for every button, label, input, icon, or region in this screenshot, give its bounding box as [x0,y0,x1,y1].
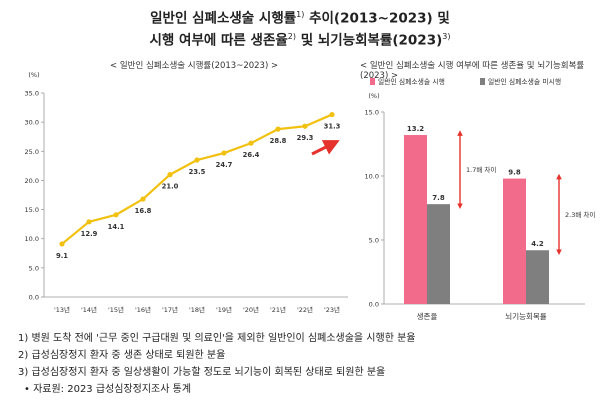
line-data-point [113,212,119,218]
line-chart-subtitle: < 일반인 심폐소생술 시행률(2013~2023) > [110,61,279,71]
line-data-label: 9.1 [56,252,68,260]
bar-chart-y-tick-label: 15.0 [365,109,379,117]
line-series [61,113,333,245]
bar-chart-subtitle: < 일반인 심폐소생술 시행 여부에 따른 생존율 및 뇌기능회복률(2023)… [360,61,585,81]
bar [503,178,526,304]
footnote-2: 2) 급성심장정지 환자 중 생존 상태로 퇴원한 분율 [18,350,226,361]
line-data-label: 24.7 [216,161,233,169]
line-data-label: 31.3 [324,123,341,131]
line-data-label: 21.0 [162,183,179,191]
line-data-label: 12.9 [81,230,98,238]
trend-arrow-icon [311,140,340,156]
line-data-label: 16.8 [135,207,152,215]
footnote-3: 3) 급성심장정지 환자 중 일상생활이 가능할 정도로 뇌기능이 회복된 상태… [18,367,386,378]
bar-category-label: 뇌기능회복률 [505,312,546,321]
bar-data-label: 9.8 [508,169,521,177]
line-data-label: 26.4 [243,151,260,159]
bar [404,135,427,304]
line-chart-x-tick-label: '13년 [54,305,70,314]
bar-chart-y-tick-label: 10.0 [365,173,379,181]
line-data-point [59,241,65,247]
line-chart-x-tick-label: '20년 [243,305,259,314]
line-chart-x-tick-label: '16년 [135,305,151,314]
line-data-point [248,140,254,146]
ratio-annotation: 1.7배 차이 [466,165,496,174]
legend-label: 일반인 심폐소생술 미시행 [488,77,561,86]
bar [427,204,450,304]
bar-chart-y-tick-label: 5.0 [369,237,379,245]
line-data-point [194,157,200,163]
chart-title-line2: 시행 여부에 따른 생존율2) 및 뇌기능회복률(2023)3) [149,32,451,49]
legend-label: 일반인 심폐소생술 시행 [378,77,445,86]
line-data-point [275,126,281,132]
line-chart-x-tick-label: '22년 [297,305,313,314]
line-data-point [167,172,173,178]
line-chart-x-tick-label: '18년 [189,305,205,314]
line-chart-x-tick-label: '21년 [270,305,286,314]
line-chart-y-tick-label: 5.0 [29,264,39,272]
ratio-annotation: 2.3배 차이 [565,210,595,219]
line-chart-y-tick-label: 20.0 [25,177,39,185]
bar-data-label: 7.8 [432,194,445,202]
line-data-point [329,111,335,118]
line-chart-x-tick-label: '19년 [216,305,232,314]
line-chart-y-tick-label: 35.0 [25,90,39,98]
bar-data-label: 4.2 [531,240,544,248]
line-chart-y-tick-label: 25.0 [25,148,39,156]
line-data-label: 29.3 [297,134,314,142]
line-chart-y-tick-label: 0.0 [29,294,39,302]
line-chart-y-tick-label: 15.0 [25,206,39,214]
footnotes: 1) 병원 도착 전에 '근무 중인 구급대원 및 의료인'을 제외한 일반인이… [18,330,416,398]
line-data-point [86,219,92,225]
line-data-point [302,123,308,129]
line-chart-x-tick-label: '14년 [81,305,97,314]
bar [526,250,549,304]
bar-category-label: 생존율 [417,311,438,321]
line-chart-x-tick-label: '23년 [324,305,340,314]
line-data-label: 14.1 [108,223,125,231]
line-data-point [140,196,146,202]
chart-title-line1: 일반인 심폐소생술 시행률1) 추이(2013~2023) 및 [150,10,450,27]
bar-chart-unit: (%) [368,92,379,100]
legend-swatch [370,78,375,85]
data-source: • 자료원: 2023 급성심장정지조사 통계 [24,384,192,395]
bar-data-label: 13.2 [407,125,424,133]
line-data-point [221,150,227,156]
line-chart-y-tick-label: 30.0 [25,119,39,127]
line-chart-x-tick-label: '15년 [108,305,124,314]
line-chart-x-tick-label: '17년 [162,305,178,314]
line-data-label: 28.8 [270,137,287,145]
legend-swatch [480,78,485,85]
footnote-1: 1) 병원 도착 전에 '근무 중인 구급대원 및 의료인'을 제외한 일반인이… [18,333,416,344]
line-chart-unit: (%) [28,71,39,79]
line-chart-y-tick-label: 10.0 [25,235,39,243]
bar-chart-y-tick-label: 0.0 [369,301,379,309]
line-data-label: 23.5 [189,168,206,176]
